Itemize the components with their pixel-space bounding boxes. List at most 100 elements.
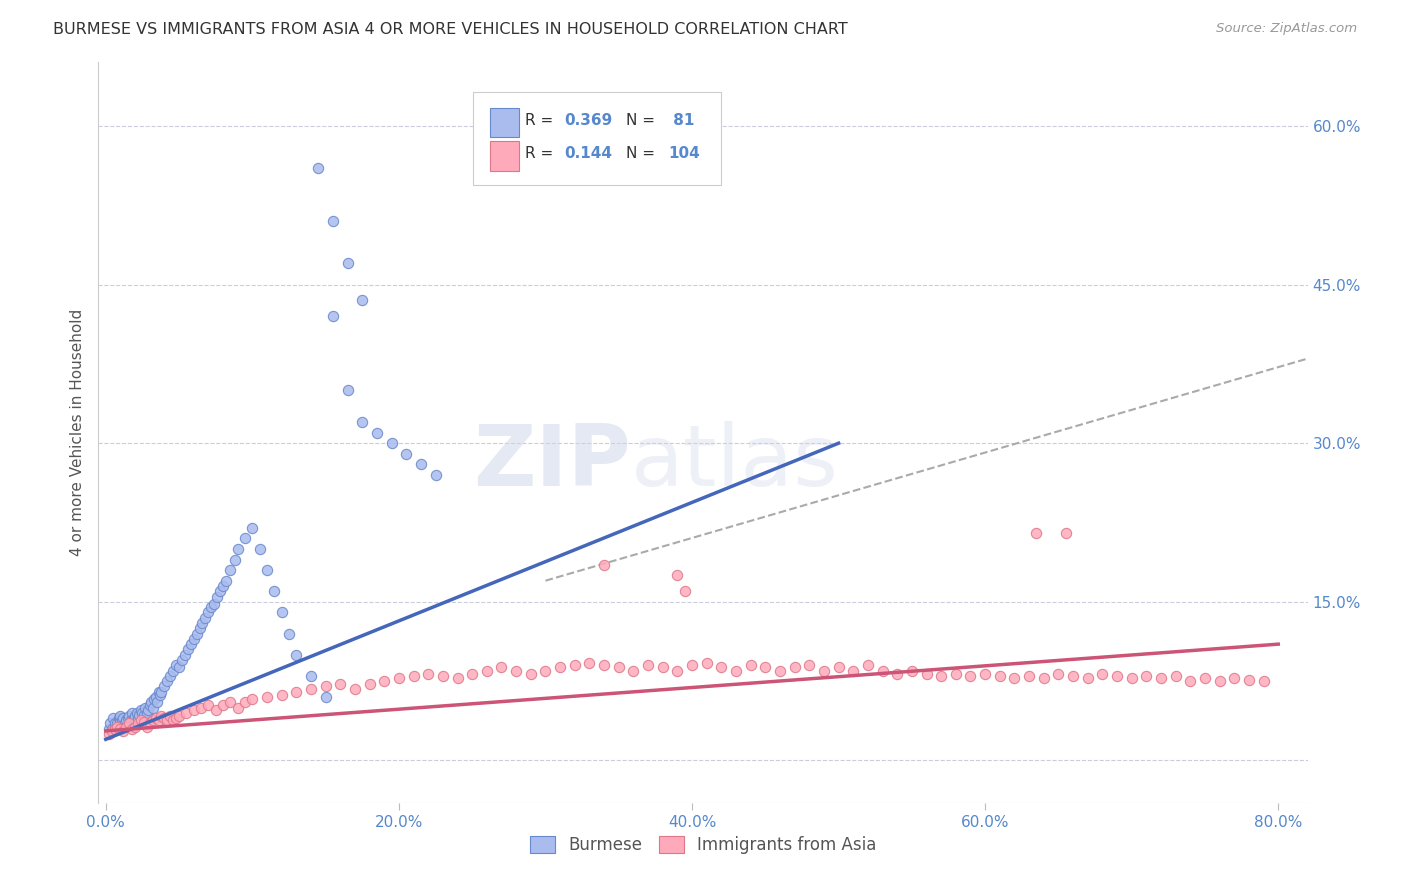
Point (176, 706, 198, 720)
Point (827, 660, 849, 674)
Point (110, 714, 132, 728)
Point (637, 658, 659, 673)
Point (520, 666, 543, 681)
Point (97, 722, 120, 736)
Point (101, 711, 124, 725)
Point (120, 714, 142, 728)
Point (177, 642, 200, 657)
Text: 0.144: 0.144 (564, 146, 612, 161)
Point (226, 700, 249, 714)
Point (180, 637, 202, 651)
Point (103, 722, 125, 736)
Point (1223, 671, 1246, 685)
Point (128, 708, 150, 723)
Point (842, 664, 865, 678)
Point (162, 714, 184, 728)
Point (380, 436, 402, 450)
Point (270, 606, 292, 620)
Point (233, 695, 256, 709)
Point (432, 669, 454, 683)
Point (204, 703, 226, 717)
Point (710, 660, 733, 674)
Point (240, 521, 263, 535)
Point (1105, 669, 1128, 683)
Point (131, 706, 153, 720)
Point (170, 653, 193, 667)
Point (475, 664, 498, 678)
Point (183, 632, 205, 646)
Point (673, 584, 696, 599)
Point (299, 669, 322, 683)
Text: 104: 104 (668, 146, 700, 161)
Point (115, 714, 138, 728)
Point (200, 600, 222, 615)
Point (1237, 673, 1260, 687)
Point (150, 709, 173, 723)
Point (219, 563, 242, 577)
Point (1054, 526, 1077, 541)
Point (1047, 666, 1070, 681)
Point (110, 709, 132, 723)
Point (1180, 674, 1202, 689)
Point (974, 666, 997, 681)
Point (395, 447, 418, 461)
Point (388, 671, 411, 685)
Point (115, 720, 138, 734)
Point (183, 703, 205, 717)
Point (1208, 674, 1230, 689)
Point (165, 711, 187, 725)
Point (915, 666, 938, 681)
Point (409, 458, 432, 472)
Point (197, 698, 219, 713)
Point (149, 688, 172, 702)
Point (186, 626, 208, 640)
Point (111, 714, 134, 728)
Point (366, 425, 388, 440)
Point (121, 722, 143, 736)
Point (256, 690, 278, 704)
Point (209, 584, 232, 599)
Point (278, 626, 301, 640)
Point (138, 716, 160, 731)
Point (593, 558, 616, 572)
Point (103, 716, 125, 731)
Point (107, 716, 129, 731)
Text: N =: N = (626, 112, 659, 128)
Point (150, 685, 173, 699)
Point (125, 706, 148, 720)
Point (240, 692, 263, 706)
Point (1253, 674, 1275, 689)
Text: atlas: atlas (630, 421, 838, 504)
Point (681, 658, 703, 673)
Point (107, 720, 129, 734)
Point (988, 669, 1011, 683)
Point (299, 681, 322, 696)
Text: 0.369: 0.369 (564, 112, 612, 128)
Point (100, 723, 122, 738)
Point (352, 293, 374, 308)
Text: Source: ZipAtlas.com: Source: ZipAtlas.com (1216, 22, 1357, 36)
Point (226, 541, 249, 556)
Point (191, 615, 214, 630)
Point (373, 674, 395, 689)
Point (233, 532, 256, 546)
Point (754, 660, 776, 674)
Point (1032, 671, 1054, 685)
Point (1091, 666, 1114, 681)
Point (1077, 671, 1099, 685)
Point (153, 680, 176, 694)
Point (799, 658, 821, 673)
Point (336, 256, 359, 270)
Point (263, 584, 285, 599)
Point (901, 664, 924, 678)
Point (153, 711, 176, 725)
Point (167, 709, 190, 723)
Point (110, 722, 132, 736)
Point (202, 597, 225, 611)
Point (135, 720, 157, 734)
Y-axis label: 4 or more Vehicles in Household: 4 or more Vehicles in Household (70, 309, 86, 557)
Point (1062, 669, 1084, 683)
Point (215, 574, 238, 588)
Point (593, 658, 616, 673)
Point (534, 664, 557, 678)
